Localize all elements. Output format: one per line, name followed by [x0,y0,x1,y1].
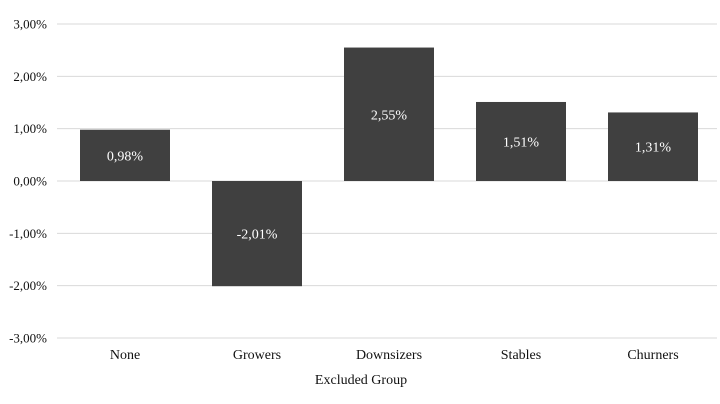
y-tick-label: -3,00% [9,331,47,346]
data-label: 0,98% [107,149,144,164]
y-tick-label: -1,00% [9,226,47,241]
bars: 0,98% -2,01% 2,55% 1,51% 1,31% [80,47,698,287]
x-tick-label: Churners [627,348,678,363]
x-tick-label: Stables [501,348,541,363]
bar-churners [608,112,698,181]
y-tick-label: 0,00% [13,174,47,189]
data-label: 2,55% [371,108,408,123]
bar-none [80,129,170,181]
y-tick-label: 3,00% [13,17,47,32]
y-tick-label: 2,00% [13,69,47,84]
bar-stables [476,101,566,181]
x-axis-tick-labels: None Growers Downsizers Stables Churners [110,348,679,363]
x-tick-label: None [110,348,140,363]
bar-growers [212,181,302,287]
x-tick-label: Growers [233,348,281,363]
y-axis-tick-labels: 3,00% 2,00% 1,00% 0,00% -1,00% -2,00% -3,00% [9,17,47,346]
bar-downsizers [344,47,434,181]
y-tick-label: 1,00% [13,121,47,136]
x-tick-label: Downsizers [356,348,422,363]
data-label: -2,01% [237,228,278,243]
data-label: 1,51% [503,135,540,150]
x-axis-label: Excluded Group [315,373,407,388]
data-label: 1,31% [635,141,672,156]
y-tick-label: -2,00% [9,278,47,293]
